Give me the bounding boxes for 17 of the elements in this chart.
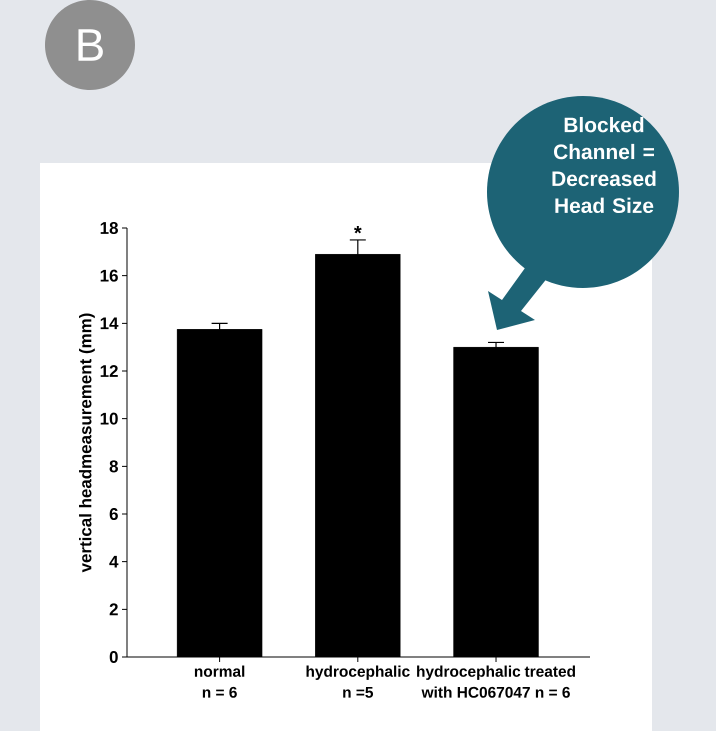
y-tick-label: 8 (110, 460, 118, 472)
x-tick-label: hydrocephalic treated with HC067047 n = 6 (417, 666, 575, 698)
y-tick-label: 18 (100, 222, 118, 234)
y-tick-label: 14 (100, 318, 118, 330)
y-tick-label: 6 (110, 508, 118, 520)
annotation: * (354, 226, 362, 234)
y-tick-label: 0 (110, 651, 118, 664)
text: B (78, 29, 103, 61)
y-tick-label: 10 (100, 412, 118, 425)
y-tick-label: 4 (109, 556, 118, 568)
y-tick-label: 16 (100, 270, 118, 282)
y-axis-title: vertical headmeasurement (mm) (79, 314, 95, 572)
text: Blocked Channel = Decreased Head Size (552, 116, 656, 214)
x-tick-label: hydrocephalic n =5 (306, 666, 410, 698)
x-tick-label: normal n = 6 (194, 666, 244, 698)
y-tick-label: 12 (100, 365, 118, 377)
y-tick-label: 2 (110, 603, 118, 616)
